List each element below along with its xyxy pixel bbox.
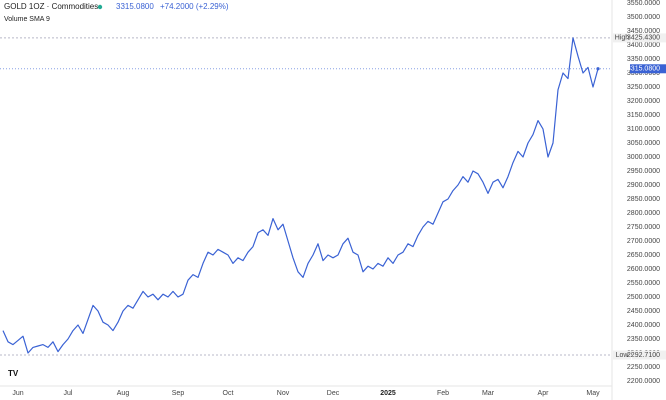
y-tick-label: 2500.0000 <box>627 294 660 301</box>
y-tick-label: 3150.0000 <box>627 112 660 119</box>
y-tick-label: 2850.0000 <box>627 196 660 203</box>
y-tick-label: 2600.0000 <box>627 266 660 273</box>
last-price: 3315.0800 <box>116 2 154 11</box>
reference-name: High <box>615 35 630 42</box>
y-tick-label: 3100.0000 <box>627 126 660 133</box>
y-tick-label: 3200.0000 <box>627 98 660 105</box>
x-tick-label: Oct <box>223 390 234 397</box>
x-tick-label: Jul <box>64 390 73 397</box>
y-tick-label: 3550.0000 <box>627 0 660 7</box>
y-tick-label: 3450.0000 <box>627 28 660 35</box>
x-tick-label: May <box>586 390 600 397</box>
y-tick-label: 2400.0000 <box>627 322 660 329</box>
y-tick-label: 2950.0000 <box>627 168 660 175</box>
chart-title: GOLD 1OZ · Commodities <box>4 2 98 11</box>
x-tick-label: Mar <box>482 390 495 397</box>
y-tick-label: 3400.0000 <box>627 42 660 49</box>
y-tick-label: 3500.0000 <box>627 14 660 21</box>
y-tick-label: 2650.0000 <box>627 252 660 259</box>
y-tick-label: 3050.0000 <box>627 140 660 147</box>
y-tick-label: 3350.0000 <box>627 56 660 63</box>
y-tick-label: 3300.0000 <box>627 70 660 77</box>
x-tick-label: Nov <box>277 390 290 397</box>
last-point <box>596 67 600 71</box>
last-price-tag <box>630 64 666 74</box>
x-tick-label: Apr <box>538 390 550 397</box>
x-tick-label: Jun <box>12 390 23 397</box>
price-line <box>2 37 599 354</box>
y-tick-label: 2350.0000 <box>627 336 660 343</box>
reference-name: Low <box>616 352 630 359</box>
price-change: +74.2000 (+2.29%) <box>160 2 229 11</box>
x-tick-label: Feb <box>437 390 449 397</box>
y-tick-label: 3000.0000 <box>627 154 660 161</box>
reference-tag <box>613 350 631 360</box>
x-tick-label: 2025 <box>380 390 396 397</box>
x-tick-label: Sep <box>172 390 185 397</box>
y-tick-label: 2450.0000 <box>627 308 660 315</box>
logo: TV <box>8 369 19 378</box>
y-tick-label: 2700.0000 <box>627 238 660 245</box>
reference-value: 2292.7100 <box>627 352 660 359</box>
reference-value-bg <box>632 33 666 43</box>
indicator-label: Volume SMA 9 <box>4 16 50 23</box>
y-tick-label: 2750.0000 <box>627 224 660 231</box>
last-price-label: 3315.0800 <box>627 66 660 73</box>
reference-tag <box>613 33 631 43</box>
reference-value-bg <box>632 350 666 360</box>
y-tick-label: 2250.0000 <box>627 364 660 371</box>
svg-text:TV: TV <box>8 369 19 378</box>
y-tick-label: 3250.0000 <box>627 84 660 91</box>
status-dot <box>97 4 103 10</box>
reference-value: 3425.4300 <box>627 35 660 42</box>
x-tick-label: Aug <box>117 390 130 397</box>
y-tick-label: 2200.0000 <box>627 378 660 385</box>
y-tick-label: 2800.0000 <box>627 210 660 217</box>
y-tick-label: 2900.0000 <box>627 182 660 189</box>
x-tick-label: Dec <box>327 390 340 397</box>
y-tick-label: 2550.0000 <box>627 280 660 287</box>
